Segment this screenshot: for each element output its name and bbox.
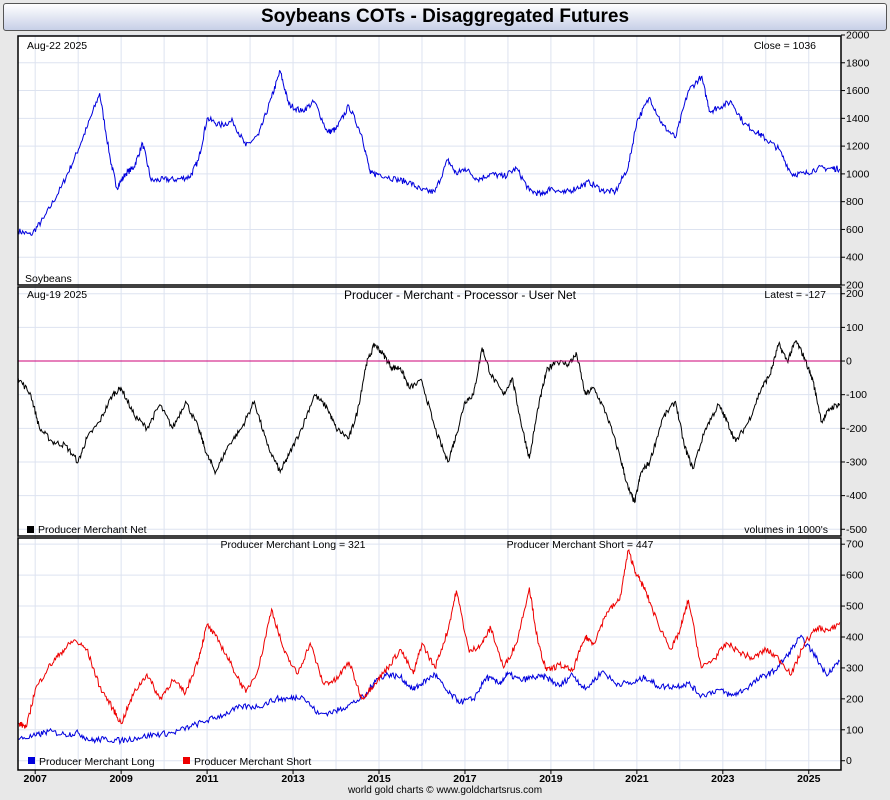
y-tick-label: 200 <box>846 288 864 300</box>
x-tick-label: 2017 <box>453 773 477 785</box>
x-tick-label: 2021 <box>625 773 649 785</box>
x-tick-label: 2025 <box>797 773 821 785</box>
y-tick-label: 600 <box>846 570 864 582</box>
y-tick-label: 1400 <box>846 113 870 125</box>
x-tick-label: 2019 <box>539 773 563 785</box>
y-tick-label: 1800 <box>846 57 870 69</box>
y-tick-label: -400 <box>846 490 867 502</box>
axis-ticks: 2004006008001000120014001600180020002001… <box>24 30 870 786</box>
panel-frame <box>17 286 842 537</box>
panel-frame <box>17 537 842 771</box>
y-tick-label: 200 <box>846 693 864 705</box>
units-label: volumes in 1000's <box>744 524 828 536</box>
x-tick-label: 2015 <box>367 773 391 785</box>
y-tick-label: 100 <box>846 322 864 334</box>
y-tick-label: -100 <box>846 389 867 401</box>
y-tick-label: -300 <box>846 456 867 468</box>
soybeans-label: Soybeans <box>25 273 72 285</box>
x-tick-label: 2007 <box>24 773 48 785</box>
y-tick-label: 0 <box>846 356 852 368</box>
y-tick-label: 0 <box>846 755 852 767</box>
panel-frames <box>17 35 842 771</box>
chart-title: Soybeans COTs - Disaggregated Futures <box>3 3 887 31</box>
y-tick-label: 300 <box>846 662 864 674</box>
y-tick-label: 1000 <box>846 168 870 180</box>
series-line <box>17 634 841 746</box>
long-legend-label: Producer Merchant Long <box>39 756 155 768</box>
grid-lines <box>18 34 841 770</box>
y-tick-label: 800 <box>846 196 864 208</box>
net-legend-label: Producer Merchant Net <box>38 524 147 536</box>
y-tick-label: 1600 <box>846 85 870 97</box>
y-tick-label: 400 <box>846 252 864 264</box>
net-legend-swatch <box>27 526 34 533</box>
short-legend-label: Producer Merchant Short <box>194 756 311 768</box>
y-tick-label: 200 <box>846 280 864 292</box>
close-value-label: Close = 1036 <box>754 40 816 52</box>
long-legend-swatch <box>28 757 35 764</box>
y-tick-label: 400 <box>846 631 864 643</box>
long-value-label: Producer Merchant Long = 321 <box>220 539 365 551</box>
y-tick-label: 1200 <box>846 141 870 153</box>
y-tick-label: 100 <box>846 724 864 736</box>
x-tick-label: 2023 <box>711 773 735 785</box>
series-line <box>17 340 841 504</box>
y-tick-label: -200 <box>846 423 867 435</box>
y-tick-label: 500 <box>846 601 864 613</box>
y-tick-label: 700 <box>846 539 864 551</box>
series-line <box>17 69 841 237</box>
x-tick-label: 2013 <box>281 773 305 785</box>
y-tick-label: 600 <box>846 224 864 236</box>
y-tick-label: -500 <box>846 524 867 536</box>
plot-background <box>18 35 841 771</box>
series-layer <box>17 69 841 746</box>
price-date-label: Aug-22 2025 <box>27 40 87 52</box>
net-panel-title: Producer - Merchant - Processor - User N… <box>344 288 577 302</box>
short-value-label: Producer Merchant Short = 447 <box>507 539 654 551</box>
footer-credit: world gold charts © www.goldchartsrus.co… <box>347 785 543 796</box>
x-tick-label: 2009 <box>109 773 133 785</box>
latest-value-label: Latest = -127 <box>764 289 826 301</box>
x-tick-label: 2011 <box>196 773 219 785</box>
net-date-label: Aug-19 2025 <box>27 289 87 301</box>
series-line <box>17 549 841 729</box>
y-tick-label: 2000 <box>846 30 870 42</box>
short-legend-swatch <box>183 757 190 764</box>
panel-frame <box>17 35 842 286</box>
